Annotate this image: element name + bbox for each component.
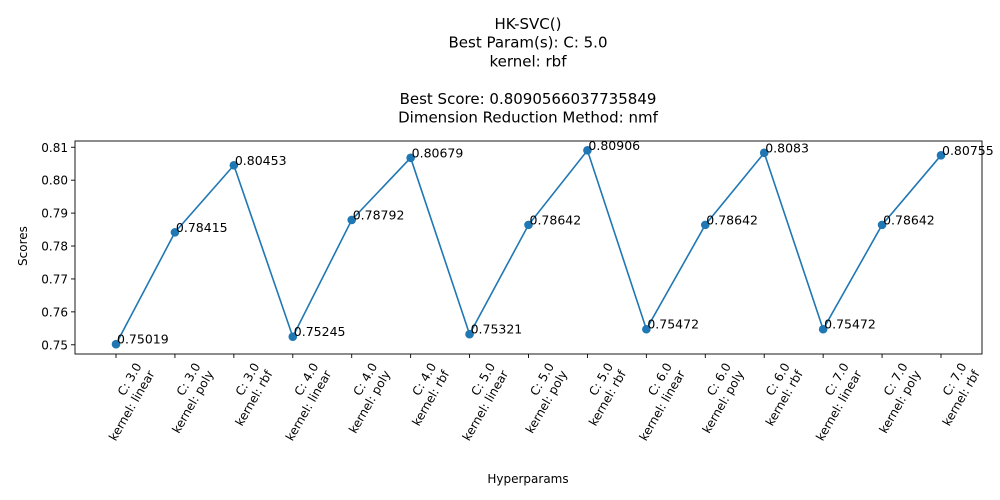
title-line: Dimension Reduction Method: nmf (398, 109, 658, 127)
data-point (818, 324, 828, 334)
title-line: HK-SVC() (495, 15, 562, 33)
x-tick-label: C: 3.0kernel: linear (93, 360, 158, 443)
x-tick-label: C: 5.0kernel: rbf (573, 360, 629, 429)
y-tick-label: 0.77 (41, 272, 68, 286)
data-point (524, 220, 533, 230)
x-tick-label: C: 4.0kernel: linear (270, 360, 335, 443)
data-point (583, 146, 592, 155)
data-label: 0.75245 (294, 324, 346, 339)
data-label: 0.78642 (883, 212, 935, 227)
title-line: kernel: rbf (490, 52, 568, 70)
title-line: Best Score: 0.8090566037735849 (400, 90, 657, 108)
y-axis-label: Scores (16, 226, 30, 266)
x-tick-label: C: 6.0kernel: rbf (750, 360, 806, 429)
data-labels: 0.75019 0.78415 0.80453 0.75245 0.78792 0.806… (117, 138, 994, 347)
x-tick-label: C: 4.0kernel: poly (333, 361, 393, 436)
data-label: 0.80453 (235, 153, 287, 168)
data-label: 0.75472 (824, 317, 876, 332)
x-tick-label: C: 5.0kernel: linear (447, 360, 512, 443)
data-label: 0.80679 (412, 145, 464, 160)
x-axis-label: Hyperparams (487, 472, 568, 486)
x-tick-label: C: 7.0kernel: rbf (927, 360, 983, 429)
data-point (936, 151, 946, 160)
data-point (347, 215, 357, 225)
data-point (229, 160, 239, 170)
data-label: 0.78415 (176, 220, 228, 235)
data-point (170, 228, 180, 237)
data-point (465, 329, 474, 339)
y-tick-label: 0.81 (41, 141, 68, 155)
data-label: 0.80755 (942, 143, 994, 158)
data-label: 0.80906 (588, 138, 640, 153)
data-point (700, 220, 710, 230)
data-label: 0.75019 (117, 332, 169, 347)
chart-title: HK-SVC()Best Param(s): C: 5.0kernel: rbf… (398, 15, 658, 127)
x-tick-label: C: 4.0kernel: rbf (396, 360, 452, 429)
y-tick-label: 0.79 (41, 207, 68, 221)
data-point (877, 220, 887, 230)
x-tick-label: C: 7.0kernel: linear (800, 360, 865, 443)
plot-area: 0.75 0.76 0.77 0.78 0.79 0.80 0.81 C: 3.0kernel… (41, 140, 983, 443)
x-tick-label: C: 5.0kernel: poly (510, 361, 570, 436)
x-tick-label: C: 3.0kernel: rbf (220, 360, 276, 429)
y-tick-label: 0.76 (41, 305, 68, 319)
data-point (759, 148, 769, 158)
data-label: 0.78642 (706, 212, 758, 227)
title-line: Best Param(s): C: 5.0 (448, 34, 607, 52)
series-line (115, 148, 942, 345)
data-label: 0.78792 (353, 207, 405, 222)
y-tick-label: 0.78 (41, 240, 68, 254)
series-scores (111, 146, 946, 349)
x-tick-label: C: 3.0kernel: poly (156, 361, 216, 436)
x-tick-label: C: 6.0kernel: poly (687, 361, 747, 436)
x-tick-label: C: 6.0kernel: linear (623, 360, 688, 443)
data-point (406, 153, 415, 163)
data-label: 0.75472 (647, 317, 699, 332)
x-tick-label: C: 7.0kernel: poly (863, 361, 923, 436)
data-label: 0.78642 (530, 212, 582, 227)
y-tick-label: 0.80 (41, 174, 68, 188)
data-point (111, 339, 121, 349)
data-point (642, 324, 651, 334)
data-point (288, 332, 298, 342)
y-tick-label: 0.75 (41, 338, 68, 352)
data-label: 0.8083 (765, 140, 809, 155)
data-label: 0.75321 (471, 322, 523, 337)
